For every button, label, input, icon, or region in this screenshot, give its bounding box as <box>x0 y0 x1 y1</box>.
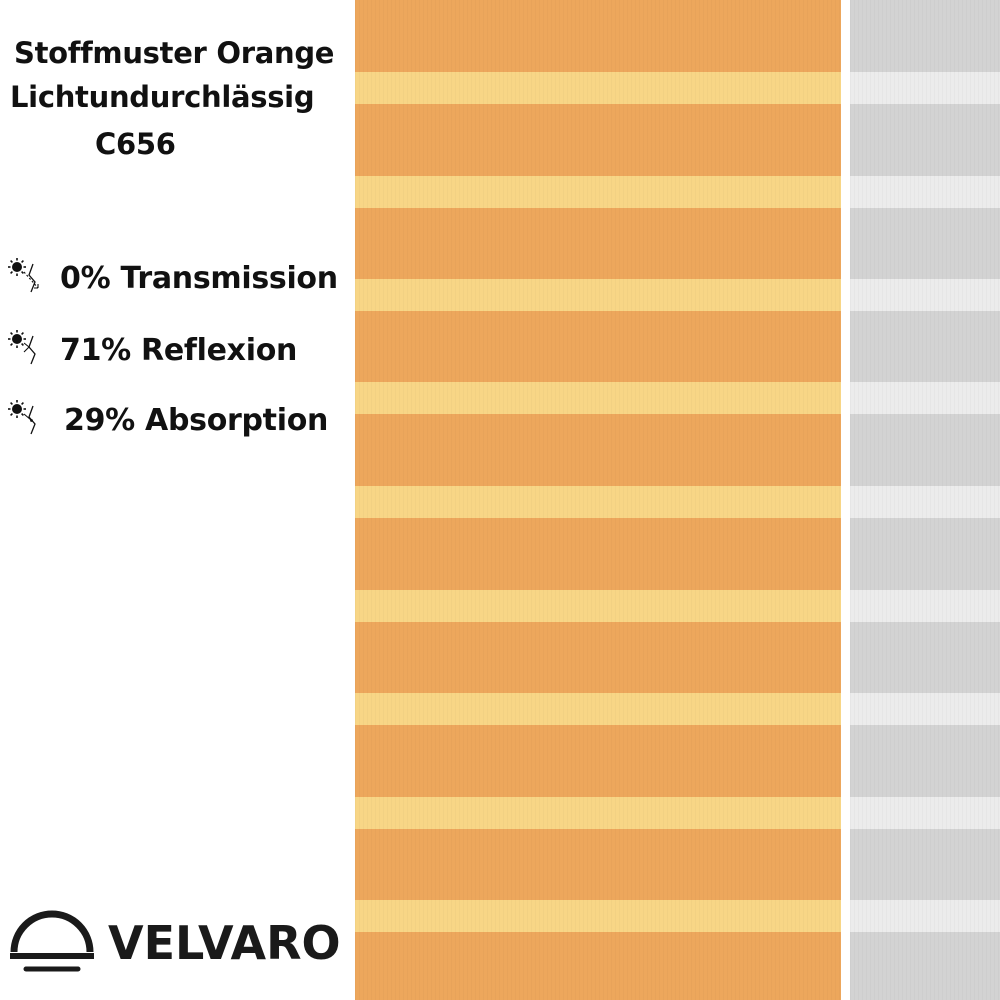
product-subtitle: Lichtundurchlässig <box>10 80 315 114</box>
fabric-stripe <box>850 486 1000 518</box>
fabric-stripe <box>850 382 1000 414</box>
fabric-stripe <box>355 382 841 414</box>
fabric-stripe <box>850 797 1000 829</box>
reflection-label: 71% Reflexion <box>60 332 298 368</box>
fabric-stripe <box>355 900 841 932</box>
fabric-stripe <box>355 797 841 829</box>
sun-reflection-icon <box>8 330 46 370</box>
fabric-stripe <box>355 693 841 725</box>
transmission-label: 0% Transmission <box>60 260 338 296</box>
fabric-stripe <box>850 279 1000 311</box>
fabric-stripe <box>850 72 1000 104</box>
sun-absorption-icon <box>8 400 46 440</box>
product-code: C656 <box>95 127 176 161</box>
brand-logo: VELVARO <box>6 906 341 980</box>
fabric-stripe <box>850 176 1000 208</box>
orange-fabric-swatch <box>355 0 841 1000</box>
absorption-label: 29% Absorption <box>64 402 329 438</box>
fabric-stripe <box>850 900 1000 932</box>
product-title: Stoffmuster Orange <box>14 36 335 70</box>
fabric-stripe <box>355 486 841 518</box>
property-transmission: 0% Transmission <box>8 258 338 298</box>
gray-fabric-swatch <box>850 0 1000 1000</box>
sun-transmission-icon <box>8 258 46 298</box>
fabric-stripe <box>355 279 841 311</box>
fabric-stripe <box>355 176 841 208</box>
dome-lamp-logo-icon <box>6 906 98 980</box>
property-absorption: 29% Absorption <box>8 400 328 440</box>
fabric-stripe <box>355 590 841 622</box>
fabric-stripe <box>850 693 1000 725</box>
property-reflection: 71% Reflexion <box>8 330 297 370</box>
brand-name: VELVARO <box>108 916 341 970</box>
fabric-stripe <box>355 72 841 104</box>
fabric-stripe <box>850 590 1000 622</box>
